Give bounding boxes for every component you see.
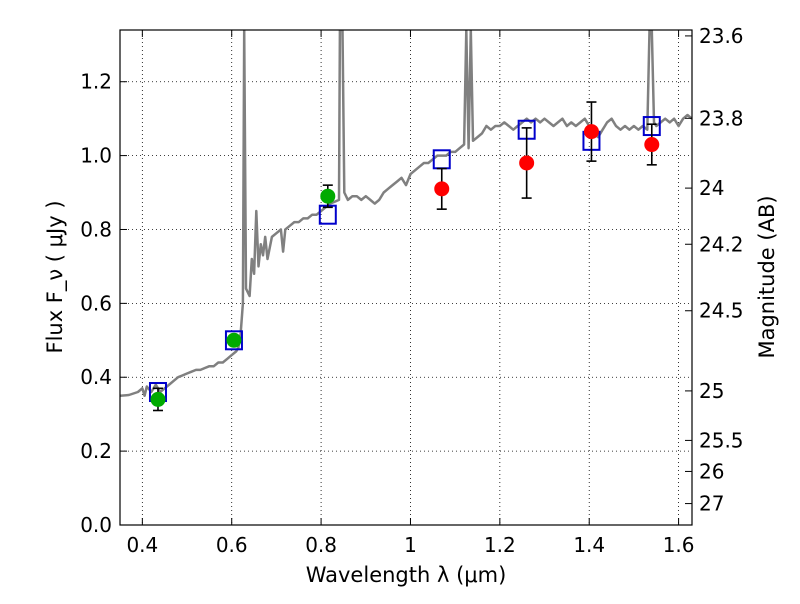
right-tick-label: 26 <box>699 459 724 483</box>
gridlines <box>120 30 692 526</box>
y-tick-label: 1.2 <box>80 70 112 94</box>
y-tick-label: 0.6 <box>80 291 112 315</box>
observed-flux-point <box>583 124 599 140</box>
right-axis-ticks: 23.6 23.8 24 24.2 24.5 25 25.5 26 27 <box>685 24 744 516</box>
y-tick-label: 0.2 <box>80 439 112 463</box>
x-tick-label: 0.6 <box>216 533 248 557</box>
x-tick-label: 1.6 <box>663 533 695 557</box>
right-tick-label: 25 <box>699 379 724 403</box>
y-tick-label: 0.0 <box>80 513 112 537</box>
model-flux-square <box>318 204 337 225</box>
observed-flux-point <box>519 155 535 171</box>
right-tick-label: 24.5 <box>699 299 744 323</box>
right-axis-label: Magnitude (AB) <box>755 195 779 358</box>
y-axis-ticks: 0.0 0.2 0.4 0.6 0.8 1.0 1.2 <box>80 70 127 537</box>
plot-clip-group <box>120 30 692 412</box>
observed-flux-point <box>150 391 166 407</box>
x-tick-label: 0.4 <box>126 533 158 557</box>
right-tick-label: 23.8 <box>699 106 744 130</box>
x-tick-label: 1.4 <box>573 533 605 557</box>
model-flux-square <box>432 149 451 170</box>
right-tick-label: 25.5 <box>699 428 744 452</box>
x-axis-ticks: 0.4 0.6 0.8 1 1.2 1.4 1.6 <box>126 30 695 557</box>
observed-flux-point <box>226 332 242 348</box>
plot-area <box>120 30 692 412</box>
y-tick-label: 0.4 <box>80 365 112 389</box>
x-tick-label: 1 <box>404 533 417 557</box>
observed-flux-point <box>434 181 450 197</box>
y-tick-label: 0.8 <box>80 217 112 241</box>
model-flux-square <box>224 330 243 351</box>
right-tick-label: 24.2 <box>699 232 744 256</box>
x-tick-label: 1.2 <box>484 533 516 557</box>
y-axis-label: Flux F_ν ( μJy ) <box>43 200 68 353</box>
observed-flux-point <box>644 137 660 153</box>
x-axis-label: Wavelength λ (μm) <box>306 563 507 587</box>
x-tick-label: 0.8 <box>305 533 337 557</box>
observed-flux-point <box>320 188 336 204</box>
right-tick-label: 27 <box>699 492 724 516</box>
right-tick-label: 23.6 <box>699 24 744 48</box>
y-tick-label: 1.0 <box>80 144 112 168</box>
template-spectrum-line <box>120 30 692 397</box>
plot-frame <box>119 29 693 526</box>
right-tick-label: 24 <box>699 176 724 200</box>
